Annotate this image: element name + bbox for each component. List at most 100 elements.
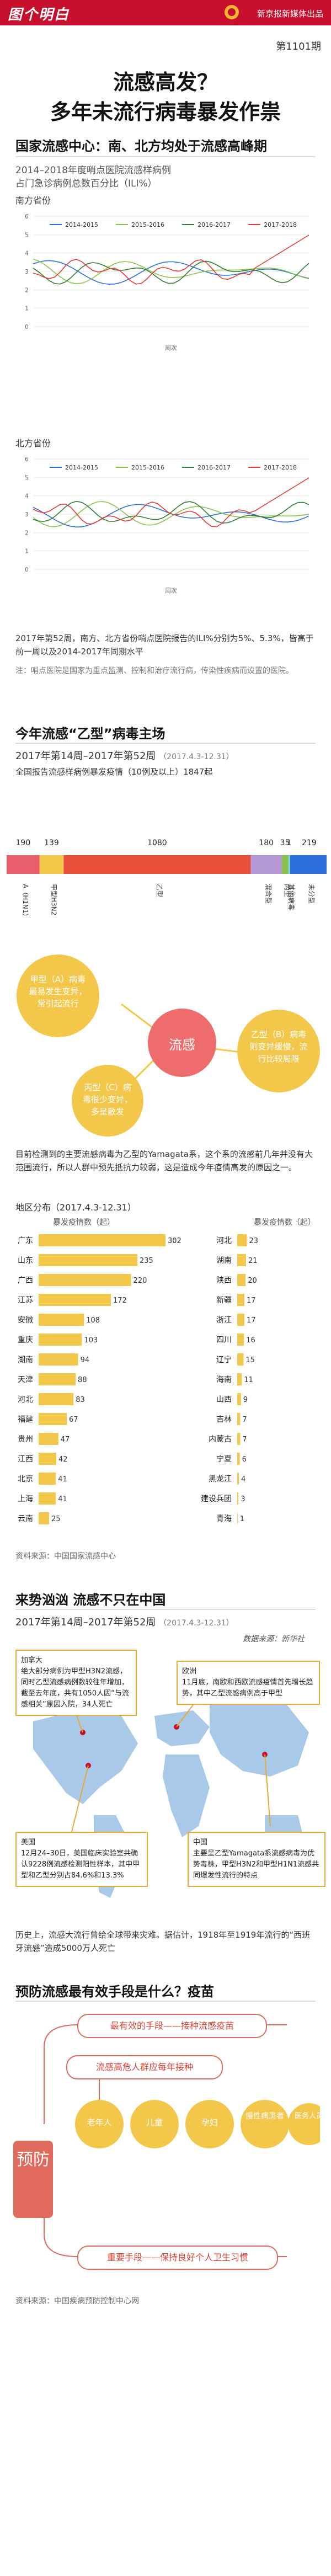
section3-range-text: 2017年第14周–2017年第52周 bbox=[15, 1617, 156, 1628]
region-bar bbox=[237, 1433, 241, 1445]
region-bar bbox=[237, 1453, 240, 1465]
region-name: 广东 bbox=[18, 1236, 33, 1245]
x-axis-label: 周次 bbox=[165, 586, 177, 594]
region-value: 42 bbox=[58, 1455, 68, 1464]
y-tick-label: 5 bbox=[25, 231, 29, 238]
subtype-segment bbox=[281, 855, 288, 874]
region-value: 7 bbox=[242, 1436, 247, 1444]
region-name: 上海 bbox=[18, 1495, 33, 1503]
region-bar bbox=[237, 1373, 242, 1385]
y-tick-label: 1 bbox=[25, 305, 29, 312]
subtype-bar: 190 A（H1N1） 139 甲型H3N2 1080 乙型 180 混合型 35 丙型 1 其他病毒… bbox=[7, 839, 327, 920]
region-value: 47 bbox=[61, 1436, 70, 1444]
region-value: 1 bbox=[240, 1515, 244, 1523]
y-tick-label: 3 bbox=[25, 511, 29, 518]
region-col-right: 暴发疫情数（起） bbox=[254, 1218, 316, 1227]
group-chronic: 慢性病患者 bbox=[245, 2112, 284, 2121]
region-name: 陕西 bbox=[216, 1276, 232, 1285]
region-bar bbox=[39, 1234, 166, 1246]
region-value: 6 bbox=[242, 1455, 247, 1464]
region-value: 17 bbox=[247, 1297, 256, 1305]
region-bar bbox=[39, 1373, 76, 1385]
region-bar bbox=[237, 1492, 239, 1505]
subtype-segment bbox=[39, 855, 64, 874]
region-name: 新疆 bbox=[216, 1296, 232, 1305]
header-bar bbox=[0, 0, 331, 25]
subtype-segment bbox=[7, 855, 40, 874]
section2-source: 资料来源：中国国家流感中心 bbox=[15, 1552, 116, 1561]
series-line bbox=[33, 501, 309, 527]
region-bar bbox=[237, 1393, 241, 1405]
region-bar bbox=[39, 1314, 84, 1326]
typeB-text: 乙型（B）病毒则变异缓慢，流行比较局限 bbox=[249, 1030, 308, 1064]
region-value: 67 bbox=[69, 1416, 78, 1424]
section1-subtitle2: 占门急诊病例总数百分比（ILI%） bbox=[15, 178, 157, 189]
typeA-circle: 甲型（A）病毒最易发生变异，常引起流行 bbox=[17, 954, 99, 1037]
region-name: 安徽 bbox=[18, 1316, 33, 1325]
region-name: 北京 bbox=[18, 1475, 33, 1484]
south-lines bbox=[33, 234, 309, 285]
north-grid: 0 1 2 3 4 5 6 周次 2014-2015 2015-2016 2016-2017 2017… bbox=[25, 456, 309, 594]
region-name: 内蒙古 bbox=[209, 1435, 232, 1444]
subtype-label: 其他病毒 bbox=[287, 884, 296, 910]
region-col-left: 暴发疫情数（起） bbox=[53, 1218, 115, 1227]
region-bar bbox=[237, 1473, 239, 1485]
north-line-chart: 0 1 2 3 4 5 6 周次 2014-2015 2015-2016 2016-2017 2017… bbox=[25, 456, 309, 594]
region-name: 河北 bbox=[18, 1395, 33, 1404]
subtype-segment bbox=[250, 855, 282, 874]
series-line bbox=[33, 260, 309, 285]
region-value: 9 bbox=[243, 1396, 248, 1404]
publisher-label: 新京报新媒体出品 bbox=[257, 9, 323, 19]
series-line bbox=[33, 258, 309, 285]
region-value: 220 bbox=[134, 1277, 147, 1285]
legend-label: 2014-2015 bbox=[65, 221, 98, 228]
x-axis-label: 周次 bbox=[165, 344, 177, 351]
legend-label: 2016-2017 bbox=[197, 221, 231, 228]
prevention-bottom-pill: 重要手段——保持良好个人卫生习惯 bbox=[77, 2246, 278, 2270]
main-title-line2: 多年未流行病毒暴发作祟 bbox=[50, 100, 281, 124]
typeC-text: 丙型（C）病毒很少变异，多呈散发 bbox=[82, 1082, 132, 1117]
y-tick-label: 5 bbox=[25, 474, 29, 481]
subtype-segment bbox=[287, 855, 290, 874]
y-tick-label: 4 bbox=[25, 250, 29, 257]
y-tick-label: 0 bbox=[25, 566, 29, 573]
legend-label: 2014-2015 bbox=[65, 464, 98, 471]
prevention-side-label: 预防 bbox=[13, 2141, 53, 2218]
subtype-label: 乙型 bbox=[156, 884, 163, 897]
north-lines bbox=[33, 477, 309, 528]
prevention-diagram bbox=[44, 2024, 320, 2257]
region-bar bbox=[237, 1353, 244, 1366]
region-name: 河北 bbox=[216, 1236, 232, 1245]
region-bar bbox=[237, 1314, 244, 1326]
region-bar bbox=[237, 1512, 238, 1524]
y-tick-label: 2 bbox=[25, 286, 29, 294]
y-tick-label: 3 bbox=[25, 268, 29, 275]
region-bar bbox=[237, 1413, 241, 1425]
region-value: 41 bbox=[58, 1475, 67, 1484]
section3-source: 数据来源：新华社 bbox=[243, 1635, 305, 1644]
region-bar bbox=[39, 1473, 56, 1485]
legend-label: 2015-2016 bbox=[131, 464, 164, 471]
region-value: 302 bbox=[168, 1237, 181, 1245]
region-name: 福建 bbox=[18, 1415, 33, 1424]
region-name: 山东 bbox=[18, 1256, 33, 1265]
legend-label: 2017-2018 bbox=[264, 464, 297, 471]
region-value: 16 bbox=[246, 1336, 255, 1345]
region-value: 17 bbox=[247, 1316, 256, 1325]
region-value: 108 bbox=[86, 1316, 100, 1325]
section4-source: 资料来源：中国疾病预防控制中心网 bbox=[15, 2297, 139, 2306]
south-line-chart: 0 1 2 3 4 5 6 周次 2014-2015 2015-2016 2016-2017 2017… bbox=[25, 213, 309, 351]
europe-note: 欧洲 11月底，南欧和西欧流感疫情首先增长趋势，其中乙型流感病例高于甲型 bbox=[177, 1661, 320, 1705]
region-name: 山西 bbox=[216, 1395, 232, 1404]
region-value: 15 bbox=[245, 1356, 255, 1364]
subtype-value: 1080 bbox=[147, 839, 167, 847]
region-value: 4 bbox=[241, 1475, 245, 1484]
typeC-circle: 丙型（C）病毒很少变异，多呈散发 bbox=[72, 1065, 143, 1137]
typeA-text: 甲型（A）病毒最易发生变异，常引起流行 bbox=[29, 974, 87, 1009]
region-value: 3 bbox=[241, 1495, 245, 1503]
region-bar bbox=[39, 1254, 137, 1266]
region-bar bbox=[39, 1353, 78, 1366]
subtype-value: 219 bbox=[302, 839, 317, 847]
